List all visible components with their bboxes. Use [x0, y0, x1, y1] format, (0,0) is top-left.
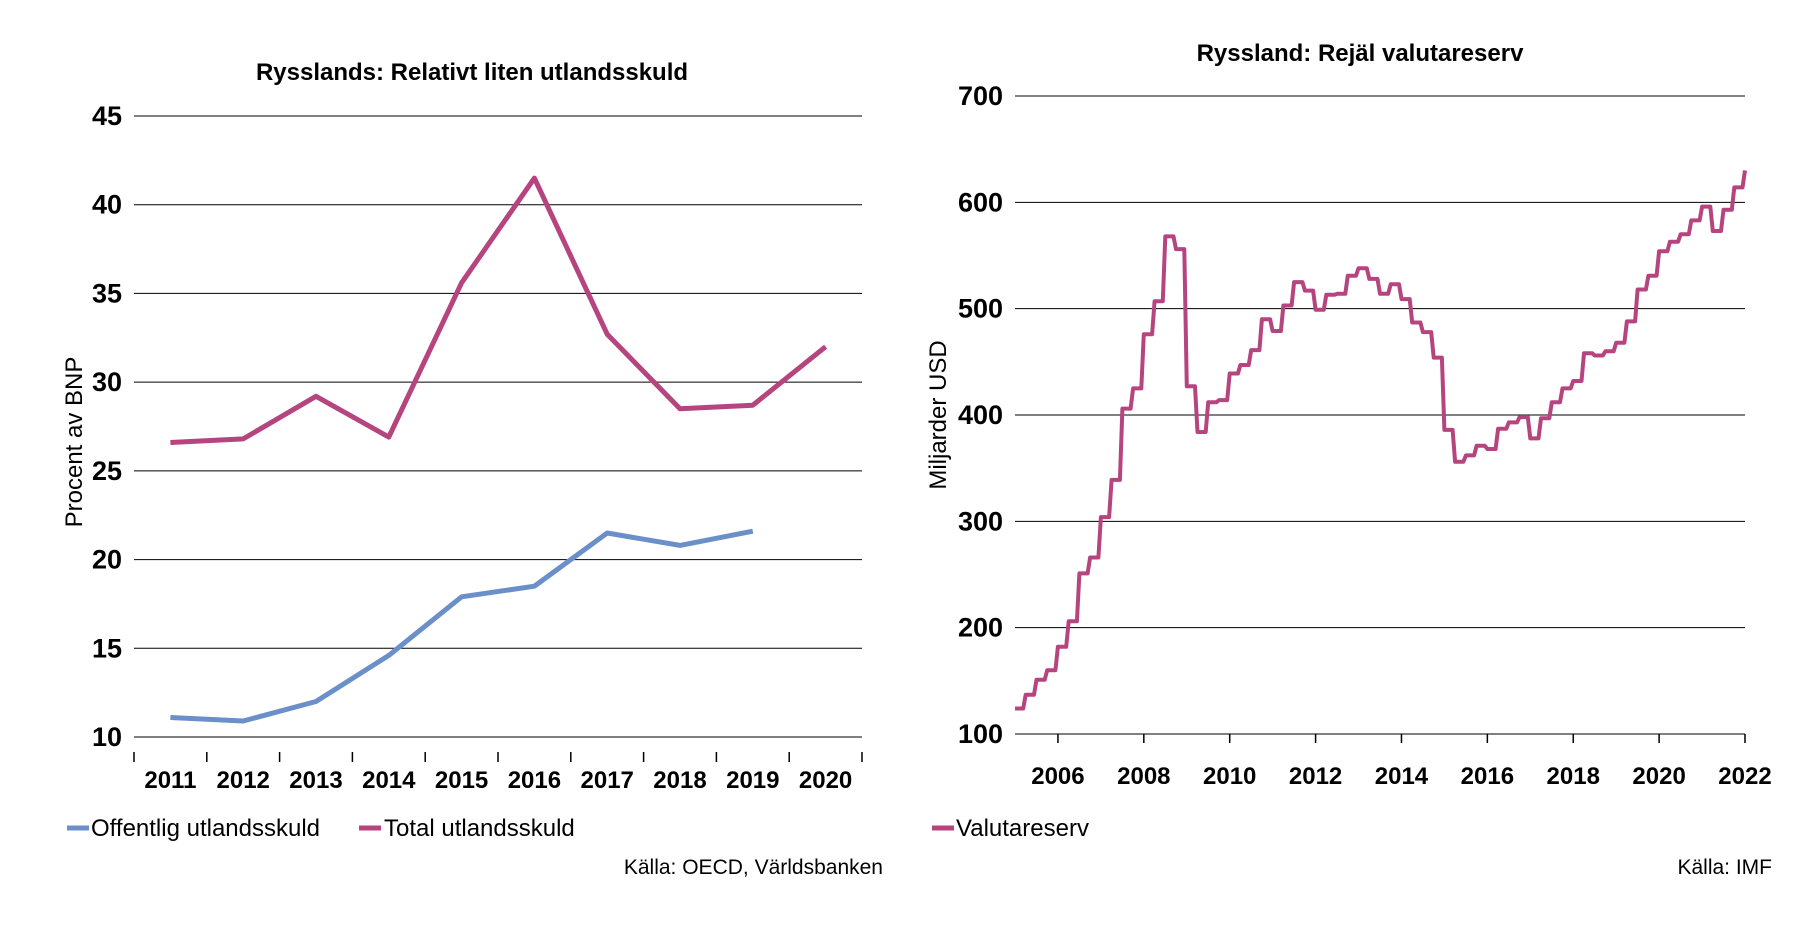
series-line-total: [170, 175, 828, 445]
x-tick-label: 2022: [1718, 763, 1771, 790]
y-tick-label: 300: [958, 506, 1003, 536]
series-lines: [170, 175, 828, 724]
x-tick-label: 2013: [289, 767, 342, 794]
y-gridlines: [1015, 95, 1745, 735]
y-tick-label: 10: [92, 722, 122, 752]
x-tick-label: 2012: [217, 767, 270, 794]
source-note: Källa: IMF: [1677, 856, 1772, 879]
y-tick-labels: 10 15 20 25 30 35 40 45: [92, 101, 122, 752]
x-tick-label: 2018: [653, 767, 706, 794]
x-tick-label: 2019: [726, 767, 779, 794]
x-tick-label: 2017: [581, 767, 634, 794]
left-chart: Rysslands: Relativt liten utlandsskuld 1…: [61, 59, 883, 879]
y-tick-label: 20: [92, 545, 122, 575]
y-axis-label: Miljarder USD: [925, 340, 952, 489]
x-tick-label: 2020: [1632, 763, 1685, 790]
x-tick-label: 2014: [1375, 763, 1429, 790]
x-axis: 2006 2008 2010 2012 2014 2016 2018 2020 2022: [1031, 734, 1772, 790]
x-tick-label: 2018: [1547, 763, 1600, 790]
x-tick-label: 2016: [1461, 763, 1514, 790]
y-gridlines: [134, 115, 862, 738]
x-tick-label: 2010: [1203, 763, 1256, 790]
x-tick-label: 2008: [1117, 763, 1170, 790]
legend-label-offentlig: Offentlig utlandsskuld: [91, 815, 320, 842]
chart-title: Ryssland: Rejäl valutareserv: [1197, 40, 1524, 67]
legend-label-total: Total utlandsskuld: [384, 815, 575, 842]
legend-label-valutareserv: Valutareserv: [956, 815, 1089, 842]
y-tick-label: 40: [92, 190, 122, 220]
source-note: Källa: OECD, Världsbanken: [624, 856, 883, 879]
x-tick-label: 2011: [144, 767, 196, 794]
y-tick-label: 35: [92, 278, 122, 308]
series-line-offentlig: [170, 528, 754, 724]
y-tick-label: 200: [958, 613, 1003, 643]
y-tick-label: 500: [958, 294, 1003, 324]
y-tick-labels: 100 200 300 400 500 600 700: [958, 81, 1003, 749]
x-axis: 2011 2012 2013 2014 2015 2016 2017 2018 2019 2020: [133, 752, 863, 794]
x-tick-label: 2015: [435, 767, 488, 794]
x-tick-label: 2006: [1031, 763, 1084, 790]
y-tick-label: 25: [92, 456, 122, 486]
y-tick-label: 100: [958, 719, 1003, 749]
y-tick-label: 45: [92, 101, 122, 131]
legend: Offentlig utlandsskuld Total utlandsskul…: [67, 815, 575, 842]
y-tick-label: 700: [958, 81, 1003, 111]
legend: Valutareserv: [932, 815, 1089, 842]
y-tick-label: 15: [92, 633, 122, 663]
y-tick-label: 30: [92, 367, 122, 397]
y-axis-label: Procent av BNP: [61, 357, 88, 528]
y-tick-label: 600: [958, 187, 1003, 217]
y-tick-label: 400: [958, 400, 1003, 430]
series-line-valutareserv: [1015, 170, 1747, 711]
x-tick-label: 2016: [508, 767, 561, 794]
x-tick-label: 2012: [1289, 763, 1342, 790]
chart-title: Rysslands: Relativt liten utlandsskuld: [256, 59, 688, 86]
series-lines: [1015, 170, 1747, 711]
x-tick-label: 2020: [799, 767, 852, 794]
x-tick-label: 2014: [362, 767, 416, 794]
